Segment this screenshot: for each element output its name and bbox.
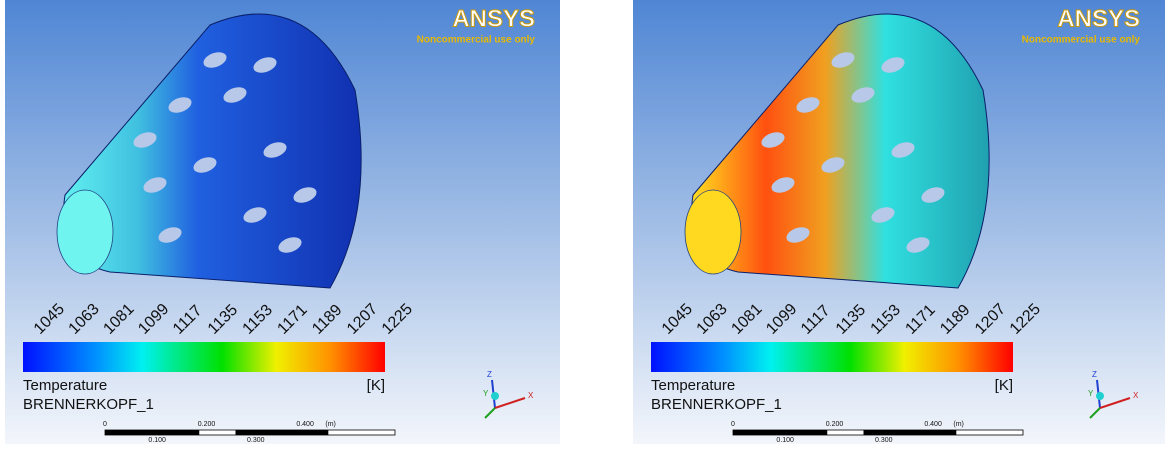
logo-note: Noncommercial use only: [1022, 35, 1141, 46]
scale-label: 0.100: [776, 437, 794, 444]
triad-origin: [1096, 392, 1104, 400]
scale-label: 0.400: [296, 421, 314, 428]
scale-label: 0.300: [875, 437, 893, 444]
scale-label: 0.100: [148, 437, 166, 444]
scale-bar-segment: [236, 430, 329, 435]
colorbar-quantity: Temperature: [23, 377, 107, 394]
logo: ANSYS: [452, 5, 535, 32]
logo-note: Noncommercial use only: [417, 35, 536, 46]
scale-label: 0.200: [198, 421, 216, 428]
location-name: BRENNERKOPF_1: [23, 396, 154, 413]
screenshot: ANSYSNoncommercial use only1045106310811…: [0, 0, 1172, 444]
scale-bar-segment: [105, 430, 199, 435]
scale-label: 0.200: [826, 421, 844, 428]
scale-label: 0: [103, 421, 107, 428]
colorbar: [23, 342, 385, 372]
triad-origin: [491, 392, 499, 400]
colorbar: [651, 342, 1013, 372]
colorbar-unit: [K]: [995, 377, 1013, 394]
triad-label: Z: [1092, 370, 1097, 379]
scale-label: (m): [325, 421, 336, 428]
scale-label: 0: [731, 421, 735, 428]
triad-label: Y: [483, 389, 489, 398]
logo: ANSYS: [1057, 5, 1140, 32]
triad-label: X: [1133, 391, 1139, 400]
cone-end: [685, 190, 741, 274]
scale-label: (m): [953, 421, 964, 428]
triad-label: Z: [487, 370, 492, 379]
colorbar-unit: [K]: [367, 377, 385, 394]
scale-label: 0.400: [924, 421, 942, 428]
scale-bar-segment: [864, 430, 957, 435]
triad-label: X: [528, 391, 534, 400]
scale-bar-segment: [733, 430, 827, 435]
colorbar-quantity: Temperature: [651, 377, 735, 394]
location-name: BRENNERKOPF_1: [651, 396, 782, 413]
cone-end: [57, 190, 113, 274]
triad-label: Y: [1088, 389, 1094, 398]
scale-label: 0.300: [247, 437, 265, 444]
